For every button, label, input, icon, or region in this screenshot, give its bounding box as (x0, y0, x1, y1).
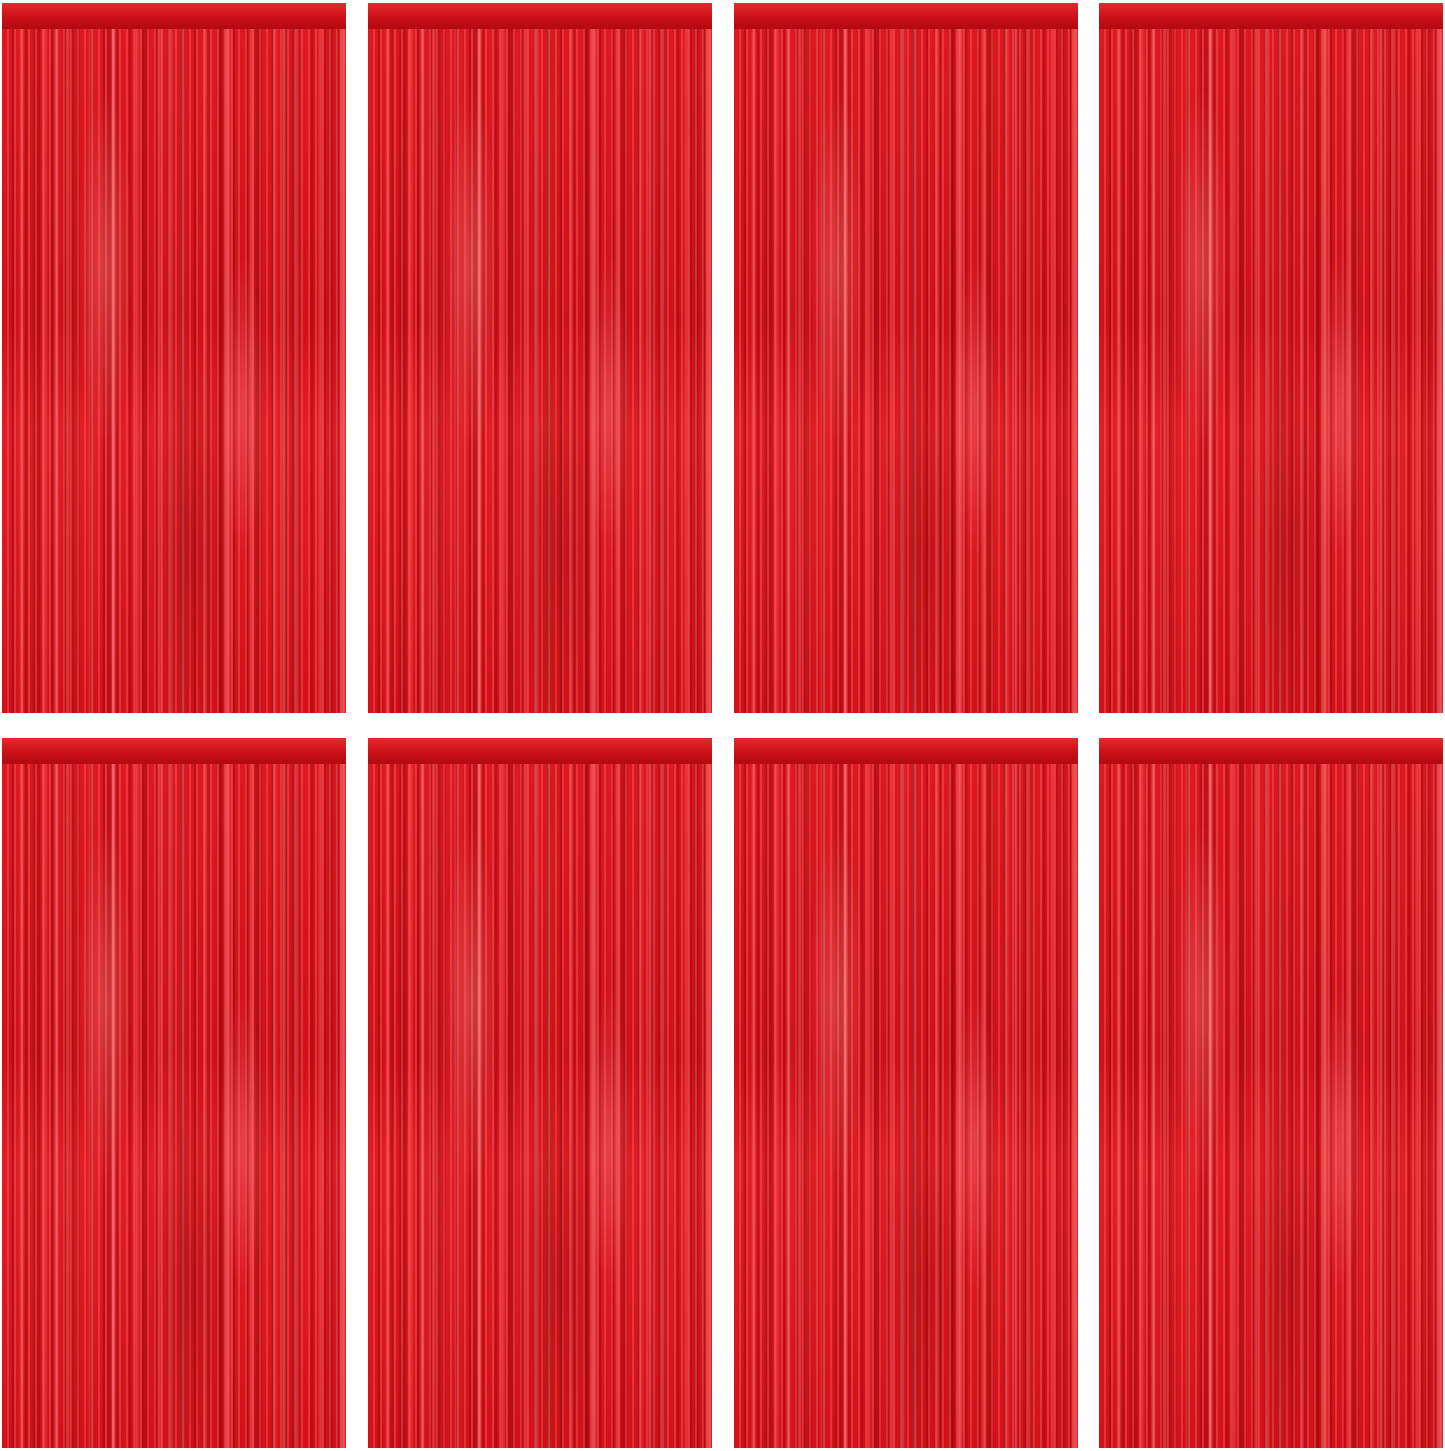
curtain-shine (734, 29, 1078, 713)
curtain-header (368, 738, 712, 764)
curtain-header (734, 738, 1078, 764)
curtain (1099, 738, 1443, 1448)
curtain (1099, 3, 1443, 713)
curtain-shine (1099, 29, 1443, 713)
curtain-shine (734, 764, 1078, 1448)
curtain-shine (368, 764, 712, 1448)
curtain (368, 3, 712, 713)
curtain (2, 738, 346, 1448)
curtain-shine (368, 29, 712, 713)
curtain-header (734, 3, 1078, 29)
curtain-header (1099, 738, 1443, 764)
curtain (2, 3, 346, 713)
curtain-shine (2, 764, 346, 1448)
curtain-shine (1099, 764, 1443, 1448)
curtain-header (2, 738, 346, 764)
curtain (734, 738, 1078, 1448)
curtain-header (2, 3, 346, 29)
curtain (368, 738, 712, 1448)
curtain (734, 3, 1078, 713)
curtain-header (368, 3, 712, 29)
curtain-shine (2, 29, 346, 713)
curtain-header (1099, 3, 1443, 29)
